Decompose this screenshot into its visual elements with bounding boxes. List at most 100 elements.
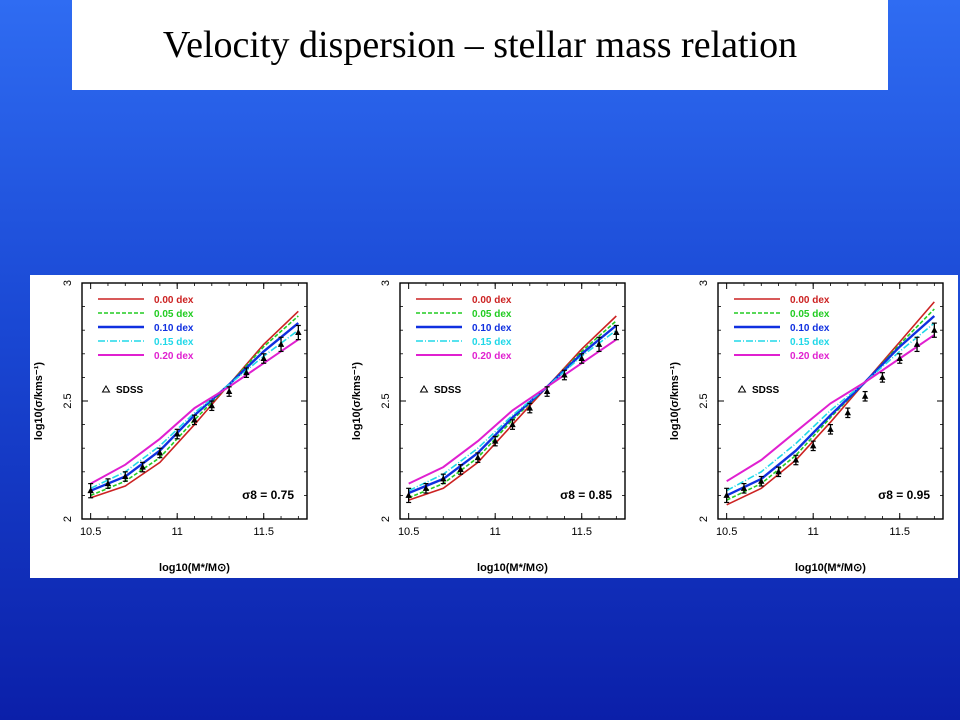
legend-label: 0.05 dex <box>790 309 830 320</box>
series-line-000-dex <box>408 315 617 501</box>
sdss-point <box>792 456 800 463</box>
sdss-point <box>295 329 302 336</box>
sdss-point <box>139 463 146 470</box>
x-axis-label: log10(M*/M⊙) <box>159 562 230 574</box>
y-tick-label: 2.5 <box>62 393 74 408</box>
sdss-point <box>491 437 499 444</box>
x-tick-label: 11 <box>171 526 182 538</box>
legend-label: 0.00 dex <box>472 295 512 306</box>
legend-label: 0.15 dex <box>472 337 512 348</box>
series-line-020-dex <box>408 338 617 485</box>
legend-label: 0.00 dex <box>154 295 194 306</box>
sdss-point <box>243 369 250 376</box>
legend-sdss-label: SDSS <box>116 385 144 396</box>
legend-label: 0.20 dex <box>154 351 194 362</box>
y-tick-label: 3 <box>380 280 392 286</box>
y-axis-label: log10(σ/kms⁻¹) <box>669 362 681 440</box>
series-line-020-dex <box>726 334 935 483</box>
plot-frame <box>81 282 308 520</box>
y-tick-label: 2.5 <box>698 393 710 408</box>
legend-label: 0.15 dex <box>154 337 194 348</box>
y-tick-label: 2 <box>380 516 392 522</box>
sdss-point <box>561 371 568 378</box>
sdss-point <box>122 473 129 480</box>
figure-panels: 10.5 11 11.5 2 2.5 3 log10(M*/M⊙) log10(σ/kms⁻¹… <box>30 275 958 578</box>
legend-label: 0.15 dex <box>790 337 830 348</box>
y-axis-label: log10(σ/kms⁻¹) <box>351 362 363 440</box>
y-tick-label: 2.5 <box>380 393 392 408</box>
slide-title: Velocity dispersion – stellar mass relat… <box>162 24 798 66</box>
sdss-point <box>896 355 903 362</box>
sdss-point <box>595 340 603 347</box>
series-line-020-dex <box>90 338 299 485</box>
sdss-point <box>474 454 482 461</box>
x-tick-label: 10.5 <box>398 526 419 538</box>
sdss-point <box>526 404 534 411</box>
sdss-point <box>861 392 869 399</box>
sdss-point <box>723 491 730 498</box>
sdss-point <box>809 442 817 449</box>
sdss-point <box>613 329 620 336</box>
sdss-point <box>440 475 447 482</box>
x-tick-label: 11.5 <box>889 526 910 538</box>
sdss-point <box>277 340 285 347</box>
legend-label: 0.10 dex <box>790 323 830 334</box>
sigma8-annotation: σ8 = 0.75 <box>242 488 294 502</box>
panel-1: 10.5 11 11.5 2 2.5 3 log10(M*/M⊙) log10(σ/kms⁻¹… <box>33 280 308 574</box>
y-tick-label: 3 <box>62 280 74 286</box>
sdss-point <box>578 355 585 362</box>
sigma8-annotation: σ8 = 0.95 <box>878 488 930 502</box>
x-tick-label: 11.5 <box>253 526 274 538</box>
panel-2: 10.5 11 11.5 2 2.5 3 log10(M*/M⊙) log10(σ/kms⁻¹… <box>351 280 626 574</box>
sdss-point <box>225 388 233 395</box>
sdss-point <box>931 326 938 333</box>
x-axis-label: log10(M*/M⊙) <box>477 562 548 574</box>
series-line-010-dex <box>726 315 936 497</box>
legend-label: 0.05 dex <box>154 309 194 320</box>
sdss-point <box>509 421 516 428</box>
sdss-point <box>879 373 886 380</box>
panel-3: 10.5 11 11.5 2 2.5 3 log10(M*/M⊙) log10(σ/kms⁻¹… <box>669 280 944 574</box>
x-tick-label: 10.5 <box>80 526 101 538</box>
legend-sdss-label: SDSS <box>434 385 462 396</box>
sdss-point <box>775 468 782 475</box>
sdss-point <box>422 484 430 491</box>
sdss-point <box>543 388 551 395</box>
x-tick-label: 11 <box>807 526 818 538</box>
sdss-point <box>913 340 921 347</box>
x-tick-label: 11 <box>489 526 500 538</box>
legend-label: 0.05 dex <box>472 309 512 320</box>
sdss-point <box>156 449 164 456</box>
legend-sdss-marker <box>737 385 747 393</box>
y-tick-label: 3 <box>698 280 710 286</box>
y-tick-label: 2 <box>62 516 74 522</box>
x-tick-label: 10.5 <box>716 526 737 538</box>
sigma8-annotation: σ8 = 0.85 <box>560 488 612 502</box>
legend-sdss-label: SDSS <box>752 385 780 396</box>
legend-label: 0.00 dex <box>790 295 830 306</box>
legend-label: 0.20 dex <box>790 351 830 362</box>
series-line-000-dex <box>726 301 935 506</box>
sdss-point <box>457 465 464 472</box>
x-axis-label: log10(M*/M⊙) <box>795 562 866 574</box>
sdss-point <box>191 416 198 423</box>
series-line-000-dex <box>90 310 299 499</box>
figure-svg: 10.5 11 11.5 2 2.5 3 log10(M*/M⊙) log10(σ/kms⁻¹… <box>33 280 944 574</box>
sdss-point <box>173 430 181 437</box>
y-tick-label: 2 <box>698 516 710 522</box>
legend-sdss-marker <box>419 385 429 393</box>
sdss-point <box>87 487 94 494</box>
slide-title-box: Velocity dispersion – stellar mass relat… <box>72 0 888 90</box>
legend-label: 0.20 dex <box>472 351 512 362</box>
sdss-point <box>260 355 267 362</box>
x-tick-label: 11.5 <box>571 526 592 538</box>
sdss-point <box>827 425 834 432</box>
sdss-point <box>844 409 852 416</box>
y-axis-label: log10(σ/kms⁻¹) <box>33 362 45 440</box>
sdss-point <box>405 491 412 498</box>
legend-label: 0.10 dex <box>472 323 512 334</box>
series-line-015-dex <box>726 322 935 492</box>
legend-sdss-marker <box>101 385 111 393</box>
sdss-point <box>104 480 112 487</box>
legend-label: 0.10 dex <box>154 323 194 334</box>
